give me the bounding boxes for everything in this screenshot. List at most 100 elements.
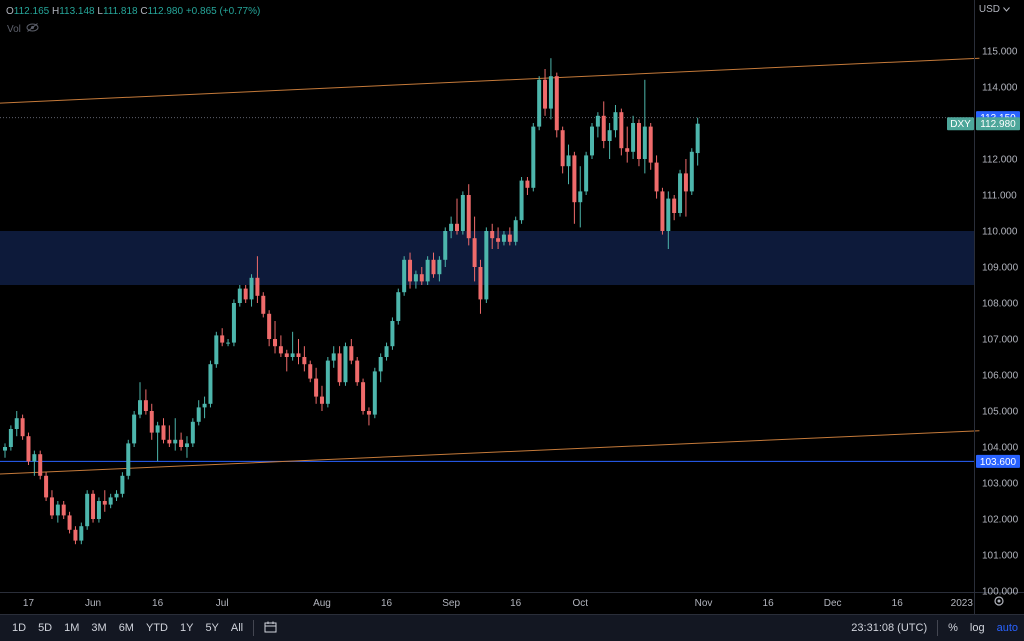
candle-body bbox=[531, 126, 536, 188]
bottom-toolbar: 1D 5D 1M 3M 6M YTD 1Y 5Y All 23:31:08 (UTC) % lo… bbox=[0, 614, 1024, 641]
candle-down bbox=[543, 69, 548, 116]
eye-hidden-icon[interactable] bbox=[26, 23, 39, 35]
timeframe-6m[interactable]: 6M bbox=[118, 622, 134, 634]
x-tick-label: 16 bbox=[381, 598, 393, 609]
candle-body bbox=[466, 195, 471, 239]
low-value: 111.818 bbox=[102, 6, 138, 17]
x-tick-label: Oct bbox=[572, 598, 588, 609]
candle-body bbox=[590, 126, 594, 156]
candle-body bbox=[548, 76, 553, 109]
timeframe-1y[interactable]: 1Y bbox=[179, 622, 194, 634]
candle-up bbox=[519, 177, 524, 224]
y-tick-label: 112.000 bbox=[982, 155, 1018, 166]
candle-up bbox=[449, 216, 454, 239]
symbol-tag: DXY bbox=[950, 119, 971, 130]
timeframe-all[interactable]: All bbox=[230, 622, 244, 634]
candle-body bbox=[695, 123, 700, 154]
candle-body bbox=[484, 231, 489, 300]
trendline bbox=[0, 57, 980, 104]
candle-body bbox=[519, 180, 524, 221]
candle-body bbox=[672, 198, 677, 213]
candle-body bbox=[601, 115, 606, 141]
timeframe-5d[interactable]: 5D bbox=[38, 622, 53, 634]
candle-body bbox=[226, 342, 231, 344]
candle-up bbox=[501, 231, 506, 246]
candle-body bbox=[308, 364, 313, 379]
candle-body bbox=[431, 259, 436, 275]
candle-down bbox=[408, 252, 413, 289]
percent-toggle[interactable]: % bbox=[948, 622, 958, 634]
currency-selector[interactable]: USD bbox=[979, 4, 1010, 15]
candle-down bbox=[683, 159, 688, 217]
candle-down bbox=[337, 346, 342, 386]
candle-down bbox=[220, 328, 225, 347]
candle-body bbox=[8, 429, 13, 447]
candle-body bbox=[55, 504, 60, 516]
candle-up bbox=[14, 411, 19, 437]
x-tick-label: Sep bbox=[442, 598, 460, 609]
x-tick-label: 2023 bbox=[951, 598, 974, 609]
candle-up bbox=[413, 270, 418, 289]
timeframe-3m[interactable]: 3M bbox=[91, 622, 107, 634]
candle-down bbox=[91, 490, 96, 523]
candle-up bbox=[138, 382, 143, 419]
auto-toggle[interactable]: auto bbox=[996, 622, 1018, 634]
candle-body bbox=[273, 339, 278, 347]
candle-body bbox=[190, 421, 195, 444]
candle-body bbox=[85, 493, 90, 527]
candle-up bbox=[689, 148, 694, 195]
candle-down bbox=[314, 367, 319, 404]
candle-body bbox=[449, 223, 454, 231]
y-tick-label: 107.000 bbox=[982, 335, 1019, 346]
timeframe-1d[interactable]: 1D bbox=[12, 622, 27, 634]
candle-down bbox=[636, 119, 641, 167]
candle-up bbox=[384, 342, 389, 361]
candle-body bbox=[319, 396, 324, 404]
candle-body bbox=[96, 501, 101, 519]
candle-body bbox=[161, 425, 166, 440]
close-label: C bbox=[140, 6, 148, 17]
candle-down bbox=[660, 187, 665, 235]
y-tick-label: 101.000 bbox=[982, 551, 1019, 562]
y-tick-label: 104.000 bbox=[982, 443, 1019, 454]
candle-down bbox=[102, 490, 107, 512]
candle-body bbox=[496, 238, 501, 242]
candle-up bbox=[531, 123, 536, 192]
axis-settings-icon[interactable] bbox=[994, 596, 1004, 606]
candle-down bbox=[278, 335, 283, 357]
candle-down bbox=[648, 123, 653, 170]
candle-body bbox=[560, 130, 565, 167]
time-axis[interactable]: 17 Jun 16 Jul Aug 16 Sep 16 Oct Nov 16 Dec 16 2023 bbox=[23, 598, 973, 609]
candle-down bbox=[478, 259, 483, 314]
candle-up bbox=[607, 123, 612, 159]
candle-down bbox=[654, 155, 659, 199]
candle-body bbox=[255, 277, 260, 296]
candle-body bbox=[683, 173, 688, 192]
y-tick-label: 105.000 bbox=[982, 407, 1019, 418]
candle-up bbox=[226, 339, 231, 347]
log-toggle[interactable]: log bbox=[969, 622, 985, 634]
candle-down bbox=[472, 216, 477, 282]
candle-body bbox=[355, 360, 360, 383]
candle-up bbox=[513, 216, 518, 246]
candle-body bbox=[143, 400, 148, 411]
candle-body bbox=[437, 259, 442, 275]
candle-up bbox=[584, 151, 589, 195]
timeframe-1m[interactable]: 1M bbox=[64, 622, 80, 634]
price-axis[interactable]: 115.000114.000113.000112.000111.000110.0… bbox=[982, 47, 1019, 598]
divider bbox=[937, 620, 939, 636]
x-tick-label: 16 bbox=[510, 598, 522, 609]
date-range-icon[interactable] bbox=[258, 621, 284, 636]
x-tick-label: 16 bbox=[152, 598, 164, 609]
candle-down bbox=[179, 432, 184, 451]
candle-down bbox=[466, 184, 471, 246]
candle-down bbox=[672, 195, 677, 221]
candle-body bbox=[302, 357, 307, 365]
clock-label[interactable]: 23:31:08 (UTC) bbox=[851, 622, 928, 634]
candle-up bbox=[231, 299, 236, 347]
timeframe-5y[interactable]: 5Y bbox=[205, 622, 219, 634]
timeframe-ytd[interactable]: YTD bbox=[145, 622, 168, 634]
candle-up bbox=[437, 256, 442, 282]
